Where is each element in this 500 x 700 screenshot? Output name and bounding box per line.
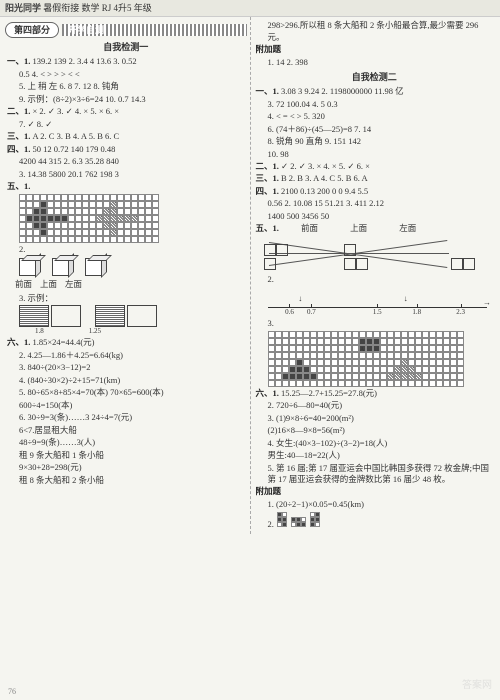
banner: 第四部分 开学自测	[5, 22, 247, 38]
c2s6l6: 男生:40—18=22(人)	[254, 450, 496, 461]
c2s1l4: 6. (74＋86)÷(45—25)=8 7. 14	[254, 124, 496, 135]
test1-title: 自我检测一	[5, 41, 247, 53]
ex-label: 3. 示例：	[19, 293, 53, 303]
cross-diagram	[259, 237, 491, 272]
brand: 阳光同学	[5, 3, 41, 13]
fj2: 1. (20÷2−1)×0.05=0.45(km)	[254, 499, 496, 510]
s6l7: 6. 30÷9=3(条)……3 24÷4=7(元)	[5, 412, 247, 423]
fj3: 2.	[268, 519, 274, 529]
fujia: 附加题	[254, 44, 496, 55]
c2s6l3: 3. (1)9×8÷6=40=200(m²)	[254, 413, 496, 424]
s6l12: 租 8 条大船和 2 条小船	[5, 475, 247, 486]
s6l10: 租 9 条大船和 1 条小船	[5, 450, 247, 461]
s6h: 六、1.	[7, 337, 30, 347]
c2s5h: 五、1.	[256, 223, 279, 233]
s4l1: 50 12 0.72 140 179 0.48	[33, 144, 116, 154]
c2s2h: 二、1.	[256, 161, 279, 171]
grid-figure-2: A B	[254, 331, 496, 387]
s1l3: 5. 上 稍 左 6. 8 7. 12 8. 钝角	[5, 81, 247, 92]
test2-title: 自我检测二	[254, 71, 496, 83]
s4l3: 3. 14.38 5800 20.1 762 198 3	[5, 169, 247, 180]
pentomino-1	[277, 512, 287, 527]
c2s1l1: 3.08 3 9.24 2. 1198000000 11.98 亿	[281, 86, 404, 96]
s3h: 三、1.	[7, 131, 30, 141]
s6l11: 9×30+28=298(元)	[5, 462, 247, 473]
c2s6l4: (2)16×8—9×8=56(m²)	[254, 425, 496, 436]
hdr-text: 暑假衔接 数学 RJ 4升5 年级	[43, 3, 152, 13]
cube-shapes	[19, 258, 247, 276]
s1l2: 0.5 4. < > > > < <	[5, 69, 247, 80]
s1h: 一、1.	[7, 56, 30, 66]
s6l9: 48÷9=9(条)……3(人)	[5, 437, 247, 448]
page-number: 76	[8, 687, 16, 698]
shaded-boxes	[5, 305, 247, 327]
s6l1: 1.85×24=44.4(元)	[33, 337, 95, 347]
s2l: × 2. ✓ 3. ✓ 4. × 5. × 6. ×	[33, 106, 120, 116]
s6l5: 5. 80÷65×8+85×4=70(本) 70×65=600(本)	[5, 387, 247, 398]
c2s6h: 六、1.	[256, 388, 279, 398]
s2h: 二、1.	[7, 106, 30, 116]
c2s6l5: 4. 女生:(40×3−102)÷(3−2)=18(人)	[254, 438, 496, 449]
grid-figure-1	[5, 194, 247, 243]
c2s1l3: 4. < = < > 5. 320	[254, 111, 496, 122]
c2s4l1: 2100 0.13 200 0 0 9.4 5.5	[281, 186, 368, 196]
c2s2l: ✓ 2. ✓ 3. × 4. × 5. ✓ 6. ×	[281, 161, 370, 171]
view-labels: 前面 上面 左面	[15, 279, 247, 290]
c2s1h: 一、1.	[256, 86, 279, 96]
s6l8: 6<7.居显租大船	[5, 425, 247, 436]
c2s1l6: 10. 98	[254, 149, 496, 160]
pentomino-3	[310, 512, 320, 527]
c2s1l5: 8. 锐角 90 直角 9. 151 142	[254, 136, 496, 147]
c2s1l2: 3. 72 100.04 4. 5 0.3	[254, 99, 496, 110]
s4h: 四、1.	[7, 144, 30, 154]
c2s6l1: 15.25—2.7+15.25=27.8(元)	[281, 388, 377, 398]
part-tag: 第四部分	[5, 22, 59, 38]
watermark: 答案网	[462, 679, 492, 693]
s4l2: 4200 44 315 2. 6.3 35.28 840	[5, 156, 247, 167]
s6l2: 2. 4.25—1.86＋4.25=6.64(kg)	[5, 350, 247, 361]
s1l4: 9. 示例：(8÷2)×3÷6=24 10. 0.7 14.3	[5, 94, 247, 105]
s6l4: 4. (840÷30×2)÷2+15=71(km)	[5, 375, 247, 386]
s6l3: 3. 840÷(20×3−12)=2	[5, 362, 247, 373]
s2l2: 7. ✓ 8. ✓	[5, 119, 247, 130]
fujia2: 附加题	[254, 486, 496, 497]
c2s4l3: 1400 500 3456 50	[254, 211, 496, 222]
s5h: 五、1.	[7, 181, 30, 191]
fj: 1. 14 2. 398	[254, 57, 496, 68]
number-line: 0.6 0.7 1.5 1.8 2.3 ↓ ↓ →	[268, 288, 488, 308]
s6l6: 600÷4=150(本)	[5, 400, 247, 411]
c2s6l7: 5. 第 16 届;第 17 届亚运会中国比韩国多获得 72 枚金牌;中国第 1…	[254, 463, 496, 486]
c2s4l2: 0.56 2. 10.08 15 51.21 3. 411 2.12	[254, 198, 496, 209]
c2-top: 298>296.所以租 8 条大船和 2 条小船最合算,最少需要 296 元。	[254, 20, 496, 43]
s3l: A 2. C 3. B 4. A 5. B 6. C	[33, 131, 120, 141]
pentomino-2	[291, 517, 306, 527]
c2s4h: 四、1.	[256, 186, 279, 196]
c2s6l2: 2. 720÷6—80=40(元)	[254, 400, 496, 411]
c2s3h: 三、1.	[256, 173, 279, 183]
c2s3l: B 2. B 3. A 4. C 5. B 6. A	[281, 173, 368, 183]
banner-title: 开学自测	[62, 24, 246, 36]
s1l1: 139.2 139 2. 3.4 4 13.6 3. 0.52	[33, 56, 137, 66]
